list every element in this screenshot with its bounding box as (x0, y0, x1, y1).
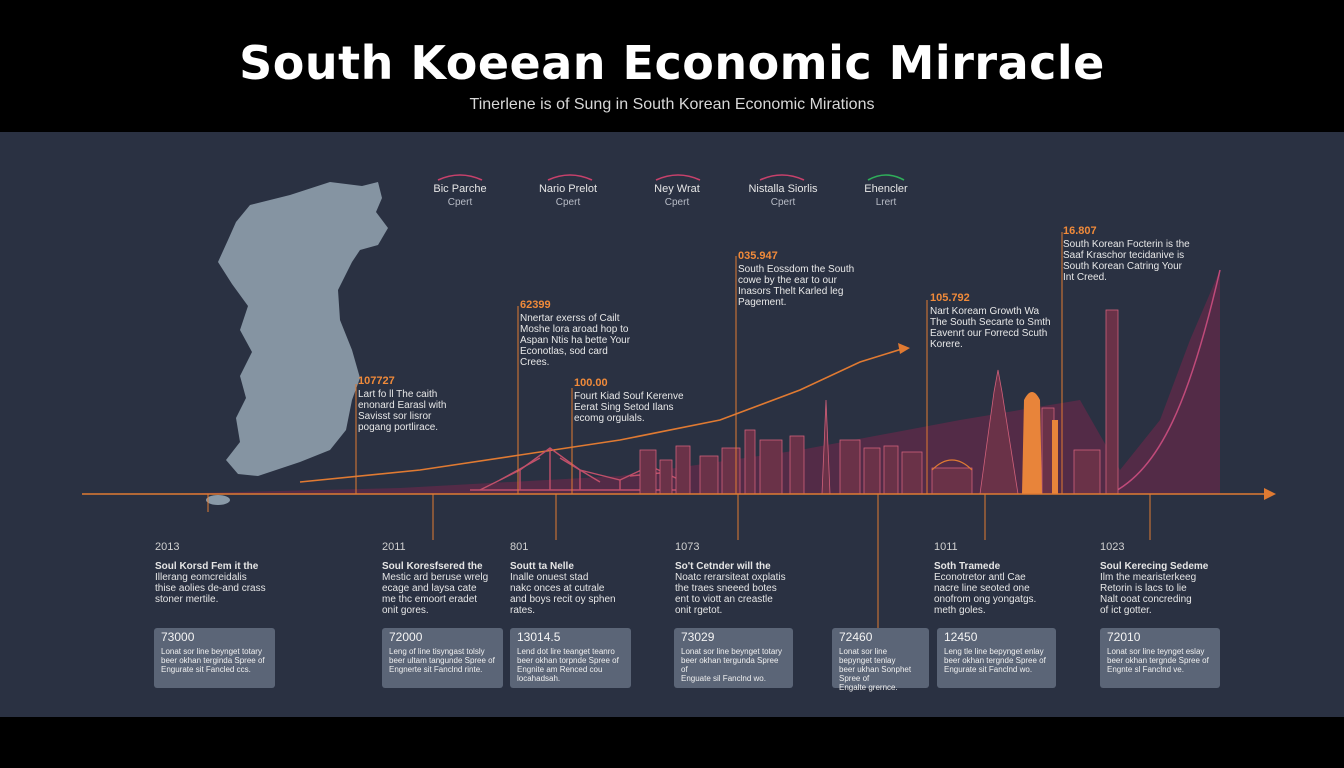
korea-map (218, 182, 388, 476)
annotation-text: South Korean Focterin is the Saaf Krasch… (1063, 239, 1190, 283)
event-heading: So't Cetnder will the (675, 561, 771, 572)
stat-card: 73000 Lonat sor line beynget totary beer … (154, 628, 275, 688)
event-text: Mestic ard beruse wrelg ecage and laysa … (382, 572, 489, 616)
legend-sub: Cpert (447, 197, 473, 208)
annotation: 105.792 Nart Koream Growth Wa The South S… (930, 292, 1070, 351)
stat-card: 73029 Lonat sor line beynget totary beer … (674, 628, 793, 688)
legend-label: Nistalla Siorlis (748, 183, 818, 195)
event-year: 801 (510, 541, 529, 553)
stat-card: 72460 Lonat sor line bepynget tenlay beer… (832, 628, 929, 692)
card-text: Lend dot lire teanget teanro beer okhan … (517, 647, 619, 683)
annotation: 107727 Lart fo ll The caith enonard Earas… (358, 375, 488, 434)
legend-label: Ney Wrat (654, 183, 700, 195)
header-bar: South Koeean Economic Mirracle Tinerlene… (0, 0, 1344, 132)
annotation: 035.947 South Eossdom the South cowe by t… (738, 250, 888, 309)
card-text: Lonat sor line beynget totary beer okhan… (161, 647, 265, 674)
annotation-value: 107727 (358, 375, 395, 387)
legend-sub: Lrert (875, 197, 897, 208)
card-text: Lonat sor line beynget totary beer okhan… (681, 647, 782, 683)
page-title: South Koeean Economic Mirracle (239, 36, 1105, 90)
event-text: Illerang eomcreidalis thise aolies de-an… (155, 572, 266, 605)
trend-arrowhead (898, 343, 910, 354)
timeline-event: 1011 Soth Tramede Econotretor antl Cae nac… (934, 541, 1064, 617)
event-year: 2013 (155, 541, 180, 553)
orange-towers (1022, 392, 1058, 494)
card-text: Lonat sor line bepynget tenlay beer ukha… (839, 647, 912, 692)
card-value: 72010 (1107, 630, 1141, 644)
event-heading: Soth Tramede (934, 561, 1001, 572)
stat-card: 72000 Leng of line tisyngast tolsly beer … (382, 628, 503, 688)
dome-building (931, 459, 973, 471)
legend-label: Nario Prelot (538, 183, 598, 195)
card-value: 72000 (389, 630, 423, 644)
timeline-event: 1073 So't Cetnder will the Noatc rerarsite… (675, 541, 805, 617)
growth-curve (1109, 269, 1221, 495)
stat-card: 13014.5 Lend dot lire teanget teanro beer… (510, 628, 631, 688)
annotation-text: Nnertar exerss of Cailt Moshe lora aroad… (520, 313, 631, 368)
event-text: Inalle onuest stad nakc onces at cutrale… (510, 572, 616, 616)
card-value: 12450 (944, 630, 978, 644)
annotation-value: 62399 (520, 299, 551, 311)
annotation: 16.807 South Korean Focterin is the Saaf … (1063, 225, 1213, 284)
legend-sub: Cpert (555, 197, 581, 208)
card-value: 73000 (161, 630, 195, 644)
legend-item: Nistalla Siorlis Cpert (723, 183, 843, 209)
event-year: 1023 (1100, 541, 1125, 553)
event-year: 1073 (675, 541, 700, 553)
card-value: 73029 (681, 630, 715, 644)
card-text: Leng of line tisyngast tolsly beer ultam… (389, 647, 495, 674)
legend-sub: Cpert (770, 197, 796, 208)
annotation-text: Fourt Kiad Souf Kerenve Eerat Sing Setod… (574, 391, 684, 424)
annotation-pointers (355, 232, 1063, 494)
event-year: 1011 (934, 541, 958, 553)
legend-label: Bic Parche (433, 183, 487, 195)
card-text: Leng tle line bepynget enlay beer okhan … (944, 647, 1046, 674)
annotation-text: Lart fo ll The caith enonard Earasl with… (358, 389, 447, 433)
annotation: 62399 Nnertar exerss of Cailt Moshe lora … (520, 299, 670, 369)
timeline-arrowhead (1264, 488, 1276, 500)
event-heading: Soul Koresfsered the (382, 561, 483, 572)
legend-item: Nario Prelot Cpert (508, 183, 628, 209)
event-year: 2011 (382, 541, 406, 553)
legend-item: Ney Wrat Cpert (617, 183, 737, 209)
event-heading: Soul Korsd Fem it the (155, 561, 259, 572)
annotation: 100.00 Fourt Kiad Souf Kerenve Eerat Sing… (574, 377, 714, 425)
growth-area-chart (160, 270, 1220, 494)
timeline-event: 1023 Soul Kerecing Sedeme Ilm the meariste… (1100, 541, 1230, 617)
event-text: Noatc rerarsiteat oxplatis the traes sne… (675, 572, 786, 616)
timeline-event: 2013 Soul Korsd Fem it the Illerang eomcre… (155, 541, 285, 606)
annotation-value: 100.00 (574, 377, 608, 389)
annotation-value: 16.807 (1063, 225, 1097, 237)
event-text: Ilm the mearisterkeeg Retorin is lacs to… (1100, 572, 1197, 616)
infographic-panel (0, 132, 1344, 717)
jeju-island (206, 495, 230, 505)
stat-card: 12450 Leng tle line bepynget enlay beer o… (937, 628, 1056, 688)
legend-item: Ehencler Lrert (826, 183, 946, 209)
legend-marks (437, 174, 905, 181)
event-heading: Soutt ta Nelle (510, 561, 574, 572)
annotation-text: South Eossdom the South cowe by the ear … (738, 264, 855, 308)
event-text: Econotretor antl Cae nacre line seoted o… (934, 572, 1037, 616)
card-value: 72460 (839, 630, 873, 644)
timeline-event: 2011 Soul Koresfsered the Mestic ard berus… (382, 541, 512, 617)
annotation-value: 105.792 (930, 292, 970, 304)
legend-sub: Cpert (664, 197, 690, 208)
card-value: 13014.5 (517, 630, 561, 644)
legend-label: Ehencler (864, 183, 908, 195)
timeline-event: 801 Soutt ta Nelle Inalle onuest stad nakc… (510, 541, 640, 617)
legend-item: Bic Parche Cpert (400, 183, 520, 209)
annotation-text: Nart Koream Growth Wa The South Secarte … (930, 306, 1051, 350)
card-text: Lonat sor line teynget eslay beer okhan … (1107, 647, 1209, 674)
page-subtitle: Tinerlene is of Sung in South Korean Eco… (469, 96, 875, 113)
event-heading: Soul Kerecing Sedeme (1100, 561, 1209, 572)
bottom-bar (0, 717, 1344, 768)
trend-line (299, 347, 906, 483)
stat-card: 72010 Lonat sor line teynget eslay beer o… (1100, 628, 1220, 688)
event-ticks (207, 494, 1151, 628)
annotation-value: 035.947 (738, 250, 778, 262)
